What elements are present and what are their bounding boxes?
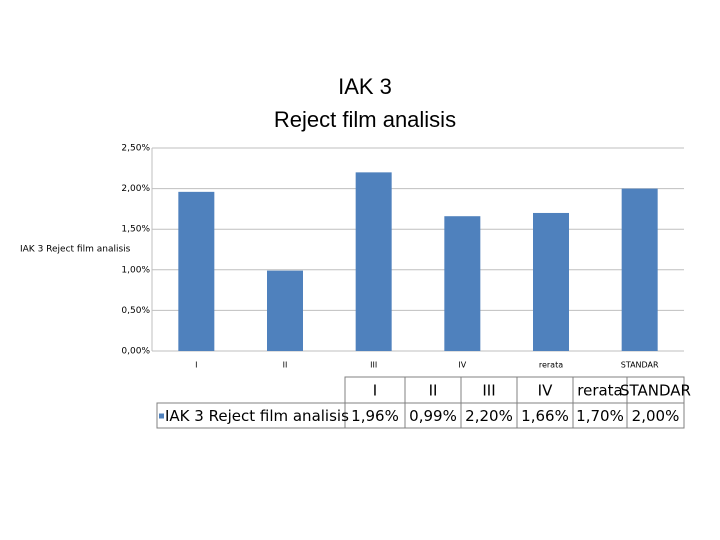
table-value: 2,00%: [632, 407, 680, 425]
y-axis-label: IAK 3 Reject film analisis: [20, 245, 131, 255]
y-tick-label: 1,00%: [121, 265, 150, 275]
bar: [355, 172, 392, 351]
table-value: 1,66%: [521, 407, 569, 425]
chart-title: IAK 3 Reject film analisis: [273, 74, 457, 132]
x-tick-label: II: [283, 361, 288, 370]
table-header: III: [482, 382, 495, 400]
table-header: I: [373, 382, 377, 400]
table-header: IV: [538, 382, 553, 400]
x-tick-label: rerata: [539, 361, 563, 370]
x-tick-label: III: [370, 361, 377, 370]
bar: [178, 191, 215, 351]
table-value: 0,99%: [409, 407, 457, 425]
table-value: 1,96%: [351, 407, 399, 425]
x-tick-label: I: [195, 361, 197, 370]
y-tick-label: 2,00%: [121, 184, 150, 194]
x-tick-label: IV: [458, 361, 466, 370]
bar: [444, 216, 481, 351]
table-header: STANDAR: [620, 382, 691, 400]
table-header: II: [429, 382, 438, 400]
legend-swatch: [159, 413, 164, 419]
legend-label: IAK 3 Reject film analisis: [165, 407, 349, 425]
table-value: 1,70%: [576, 407, 624, 425]
table-row-line: [156, 402, 346, 429]
bar: [621, 188, 658, 351]
table-header: rerata: [577, 382, 623, 400]
y-tick-label: 0,50%: [121, 306, 150, 316]
table-value: 2,20%: [465, 407, 513, 425]
y-tick-label: 1,50%: [121, 225, 150, 235]
x-tick-label: STANDAR: [621, 361, 659, 370]
y-tick-label: 2,50%: [121, 144, 150, 154]
y-tick-label: 0,00%: [121, 347, 150, 357]
bar: [267, 270, 303, 351]
bar: [533, 212, 569, 351]
